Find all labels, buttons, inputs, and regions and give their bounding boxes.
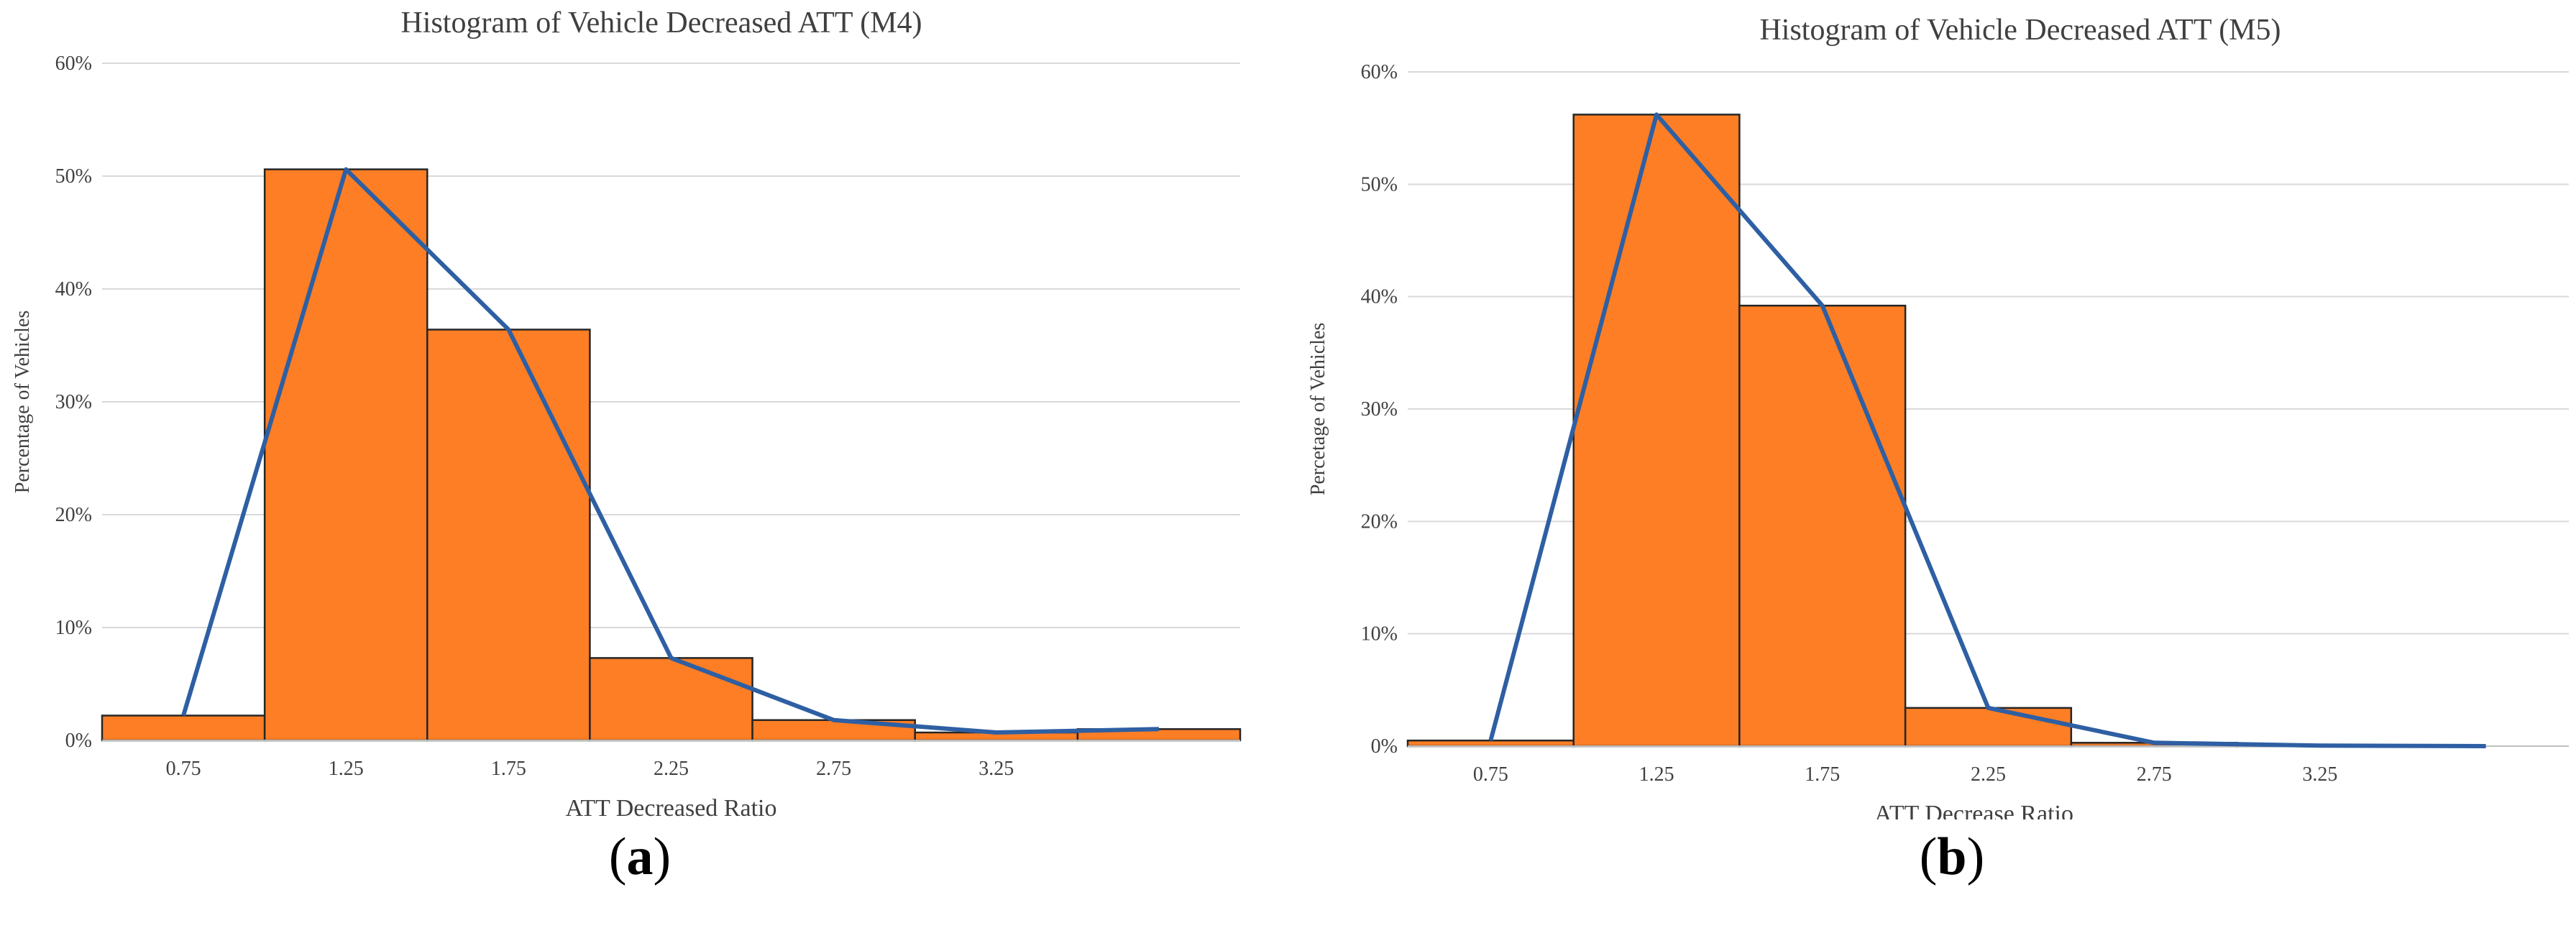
x-tick-label: 1.25 (1639, 763, 1674, 786)
x-tick-label: 0.75 (1473, 763, 1508, 786)
frequency-line (1488, 112, 2486, 748)
y-tick-label: 20% (55, 504, 92, 526)
histogram-bar (263, 168, 428, 742)
y-tick-label: 0% (1371, 735, 1398, 758)
histogram-bar (1904, 707, 2073, 748)
histogram-bar (1406, 739, 1575, 748)
y-tick-label: 40% (55, 278, 92, 300)
chart-title: Histogram of Vehicle Decreased ATT (M5) (1759, 14, 2281, 47)
x-tick-label: 3.25 (978, 758, 1014, 780)
y-tick-label: 40% (1361, 286, 1398, 308)
y-tick-label: 0% (65, 730, 92, 752)
x-axis-label: ATT Decrease Ratio (1874, 801, 2073, 819)
caption-a: (a) (608, 827, 671, 886)
histogram-bar (589, 657, 753, 742)
x-tick-label: 1.75 (491, 758, 526, 780)
x-tick-label: 2.75 (816, 758, 851, 780)
x-tick-label: 0.75 (166, 758, 201, 780)
y-axis-label: Percentage of Vehicles (12, 311, 34, 494)
chart-title: Histogram of Vehicle Decreased ATT (M4) (400, 6, 922, 40)
y-tick-label: 50% (1361, 173, 1398, 196)
y-tick-label: 60% (55, 52, 92, 75)
x-axis-label: ATT Decreased Ratio (566, 795, 777, 819)
chart-panel-b: Histogram of Vehicle Decreased ATT (M5) 0… (1294, 0, 2576, 928)
chart-panel-a: Histogram of Vehicle Decreased ATT (M4) 0… (0, 0, 1280, 928)
y-tick-label: 50% (55, 165, 92, 188)
histogram-chart-m4: Histogram of Vehicle Decreased ATT (M4) 0… (12, 6, 1242, 819)
y-tick-label: 20% (1361, 510, 1398, 533)
y-tick-label: 60% (1361, 61, 1398, 83)
histogram-chart-m5: Histogram of Vehicle Decreased ATT (M5) 0… (1307, 14, 2569, 819)
x-tick-label: 2.75 (2137, 763, 2172, 786)
y-tick-label: 10% (1361, 623, 1398, 646)
y-axis-label: Percetage of Vehicles (1307, 323, 1329, 496)
caption-b: (b) (1919, 827, 1985, 886)
x-tick-label: 2.25 (1971, 763, 2006, 786)
y-tick-label: 30% (1361, 398, 1398, 421)
x-tick-label: 1.75 (1805, 763, 1840, 786)
x-tick-label: 2.25 (654, 758, 689, 780)
histogram-bar (101, 715, 266, 742)
histogram-bar (1738, 304, 1907, 748)
x-tick-label: 1.25 (329, 758, 364, 780)
x-tick-label: 3.25 (2302, 763, 2337, 786)
frequency-line (181, 167, 1159, 735)
y-tick-label: 30% (55, 391, 92, 413)
y-tick-label: 10% (55, 617, 92, 639)
histogram-bar (1572, 114, 1741, 748)
histogram-bar (426, 329, 591, 742)
